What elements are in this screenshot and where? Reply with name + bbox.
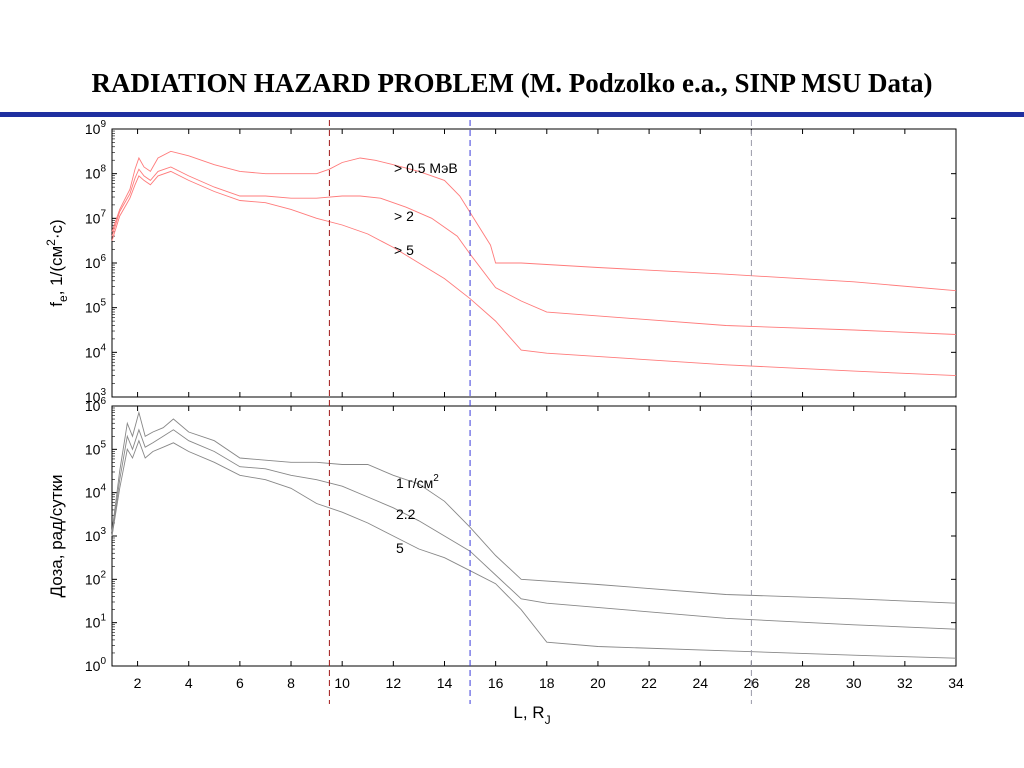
series-line-flux-3 — [111, 170, 957, 377]
y-tick-label: 105 — [85, 439, 107, 457]
y-tick-label: 102 — [85, 569, 107, 587]
x-tick-label: 12 — [386, 675, 402, 691]
x-tick-label: 10 — [334, 675, 350, 691]
x-tick-label: 6 — [236, 675, 244, 691]
series-line-dose-2 — [111, 428, 957, 630]
y-tick-label: 104 — [85, 483, 107, 501]
plot-frame — [111, 405, 957, 667]
x-axis: 2 4 6 8 10 12 14 16 18 20 22 24 26 28 30 32 34L, RJ — [134, 675, 964, 727]
x-tick-label: 20 — [590, 675, 606, 691]
x-tick-label: 28 — [795, 675, 811, 691]
x-axis-title: L, RJ — [513, 703, 550, 727]
y-axis-title: fe, 1/(см2·с) — [44, 219, 70, 306]
series-line-flux-1 — [111, 150, 957, 292]
x-tick-label: 14 — [437, 675, 453, 691]
y-tick-label: 108 — [85, 164, 107, 182]
x-tick-label: 2 — [134, 675, 142, 691]
y-tick-label: 104 — [85, 342, 107, 360]
series-line-flux-2 — [111, 166, 957, 335]
x-tick-label: 24 — [692, 675, 708, 691]
y-tick-label: 107 — [85, 208, 107, 226]
plot-frame — [111, 128, 957, 398]
x-tick-label: 18 — [539, 675, 555, 691]
x-tick-label: 8 — [287, 675, 295, 691]
y-axis-title: Доза, рад/сутки — [47, 475, 66, 598]
series-label: > 5 — [394, 242, 414, 258]
series-label: > 2 — [394, 208, 414, 224]
x-tick-label: 30 — [846, 675, 862, 691]
y-tick-label: 101 — [85, 613, 107, 631]
x-tick-label: 4 — [185, 675, 193, 691]
x-tick-label: 22 — [641, 675, 657, 691]
x-tick-label: 34 — [948, 675, 964, 691]
x-tick-label: 26 — [744, 675, 760, 691]
title-rule — [0, 112, 1024, 117]
series-label: 2.2 — [396, 506, 416, 522]
flux-panel: 103 104 105 106 107 108 109 > 0.5 МэВ > 2 > 5 fe, … — [44, 119, 957, 405]
y-tick-label: 105 — [85, 298, 107, 316]
y-tick-label: 103 — [85, 387, 107, 405]
y-tick-label: 109 — [85, 119, 107, 137]
series-label: 1 г/см2 — [396, 473, 439, 491]
y-tick-label: 100 — [85, 656, 107, 674]
series-line-dose-1 — [111, 410, 957, 604]
y-tick-label: 106 — [85, 396, 107, 414]
x-tick-label: 16 — [488, 675, 504, 691]
series-line-dose-3 — [111, 439, 957, 659]
x-tick-label: 32 — [897, 675, 913, 691]
y-tick-label: 103 — [85, 526, 107, 544]
vertical-markers — [328, 120, 752, 704]
series-label: > 0.5 МэВ — [394, 160, 458, 176]
slide-title: RADIATION HAZARD PROBLEM (M. Podzolko e.… — [91, 68, 933, 98]
y-tick-label: 106 — [85, 253, 107, 271]
series-label: 5 — [396, 540, 404, 556]
dose-panel: 100 101 102 103 104 105 106 1 г/см2 2.2 5 Доза, ра… — [47, 396, 957, 674]
